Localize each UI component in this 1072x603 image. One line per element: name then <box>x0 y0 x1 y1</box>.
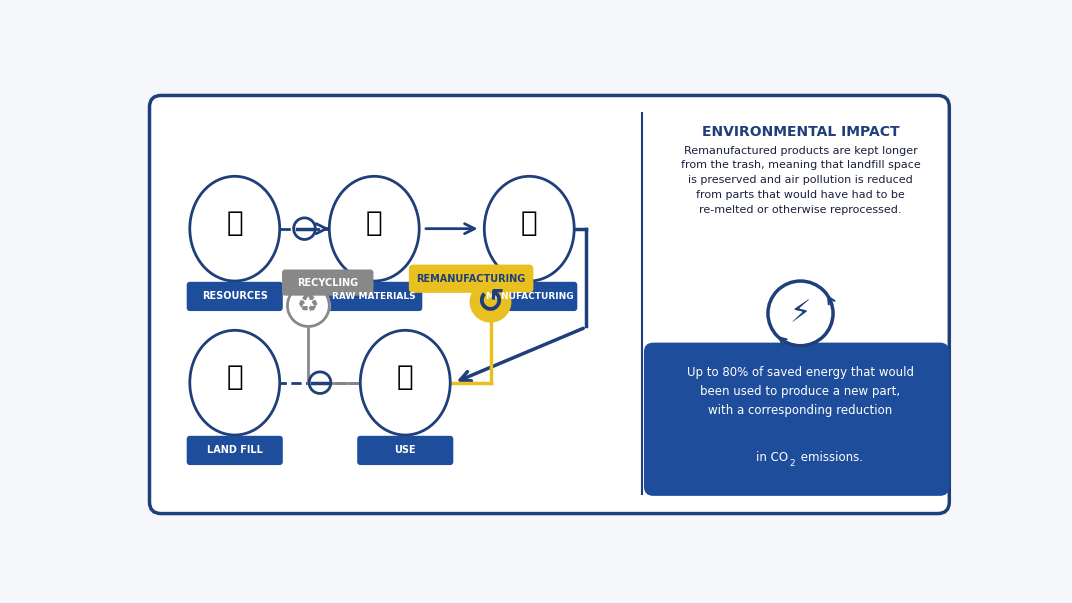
Text: LAND FILL: LAND FILL <box>207 446 263 455</box>
Text: ENVIRONMENTAL IMPACT: ENVIRONMENTAL IMPACT <box>702 125 899 139</box>
Text: RAW MATERIALS: RAW MATERIALS <box>332 292 416 301</box>
FancyBboxPatch shape <box>481 282 578 311</box>
Text: Up to 80% of saved energy that would
been used to produce a new part,
with a cor: Up to 80% of saved energy that would bee… <box>687 366 914 417</box>
Ellipse shape <box>190 330 280 435</box>
FancyBboxPatch shape <box>187 282 283 311</box>
Text: 📦: 📦 <box>366 209 383 236</box>
Ellipse shape <box>360 330 450 435</box>
FancyBboxPatch shape <box>187 436 283 465</box>
Text: 🗑: 🗑 <box>226 362 243 391</box>
Text: 🏗: 🏗 <box>226 209 243 236</box>
Text: emissions.: emissions. <box>798 451 863 464</box>
Text: ↺: ↺ <box>476 285 505 318</box>
Ellipse shape <box>485 176 575 281</box>
Circle shape <box>768 281 833 346</box>
Ellipse shape <box>329 176 419 281</box>
Circle shape <box>294 218 315 239</box>
Text: USE: USE <box>394 446 416 455</box>
FancyBboxPatch shape <box>357 436 453 465</box>
Circle shape <box>287 285 329 326</box>
Ellipse shape <box>190 176 280 281</box>
Text: Remanufactured products are kept longer
from the trash, meaning that landfill sp: Remanufactured products are kept longer … <box>681 145 921 215</box>
Text: 🏭: 🏭 <box>521 209 537 236</box>
Circle shape <box>309 372 331 393</box>
Text: 2: 2 <box>790 459 795 468</box>
Text: in CO: in CO <box>756 451 788 464</box>
Text: RECYCLING: RECYCLING <box>297 277 358 288</box>
FancyBboxPatch shape <box>326 282 422 311</box>
Text: 🚜: 🚜 <box>397 362 414 391</box>
FancyBboxPatch shape <box>282 270 373 295</box>
Text: ⚡: ⚡ <box>790 299 812 328</box>
Text: MANUFACTURING: MANUFACTURING <box>485 292 574 301</box>
Text: RESOURCES: RESOURCES <box>202 291 268 302</box>
Circle shape <box>470 281 511 323</box>
Text: REMANUFACTURING: REMANUFACTURING <box>417 274 525 284</box>
FancyBboxPatch shape <box>410 266 533 292</box>
FancyBboxPatch shape <box>644 343 950 496</box>
FancyBboxPatch shape <box>149 95 950 514</box>
Text: ♻: ♻ <box>297 294 319 318</box>
